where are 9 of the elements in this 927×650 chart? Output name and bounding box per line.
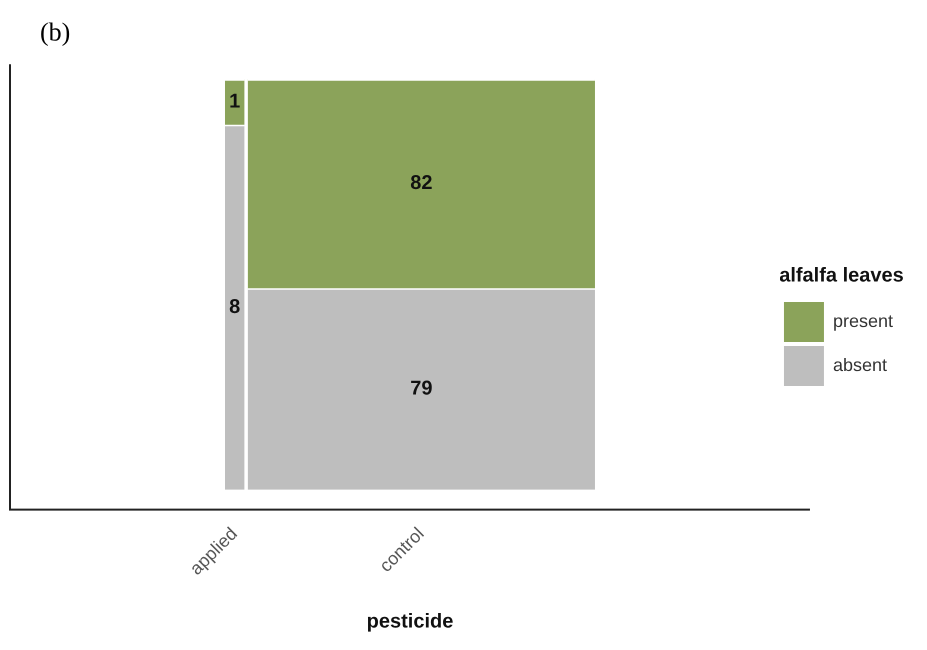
data-label: 1: [229, 90, 240, 113]
legend-title: alfalfa leaves: [779, 264, 904, 287]
data-label: 82: [410, 172, 433, 194]
legend-label: absent: [832, 354, 888, 375]
data-label: 8: [229, 296, 240, 318]
legend-label: present: [832, 310, 894, 331]
data-label: 79: [410, 377, 433, 400]
text: (b): [40, 17, 70, 46]
text: pesticide: [366, 610, 454, 633]
